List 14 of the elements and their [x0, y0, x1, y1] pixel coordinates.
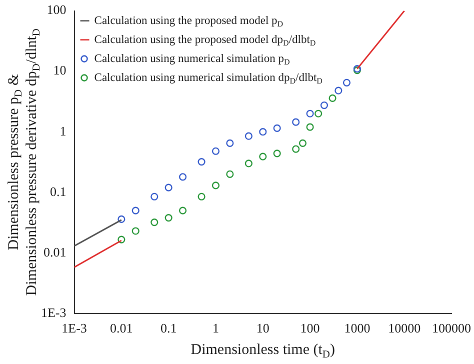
- y-tick-label: 1E-3: [40, 304, 66, 320]
- x-tick-label: 10000: [388, 320, 421, 336]
- y-tick-label: 1: [60, 123, 66, 138]
- y-tick-label: 0.01: [44, 244, 66, 260]
- x-tick-label: 1000: [344, 320, 370, 336]
- y-tick-label: 100: [46, 2, 66, 18]
- x-tick-label: 0.01: [110, 320, 133, 336]
- x-tick-label: 10: [256, 320, 270, 336]
- y-tick-label: 10: [53, 62, 66, 78]
- x-tick-label: 100: [300, 320, 320, 336]
- y-tick-label: 0.1: [50, 184, 66, 199]
- x-tick-label: 1: [212, 320, 219, 336]
- x-tick-label: 100000: [432, 320, 471, 336]
- x-tick-label: 0.1: [160, 320, 177, 336]
